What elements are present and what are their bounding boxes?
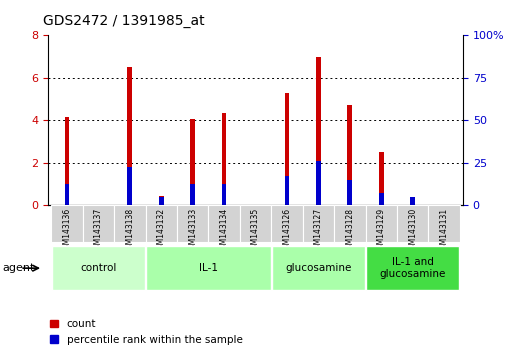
Text: GSM143135: GSM143135	[250, 208, 260, 254]
Text: GSM143128: GSM143128	[344, 208, 354, 254]
Bar	[347, 105, 351, 205]
Text: GSM143136: GSM143136	[62, 208, 71, 254]
Text: GDS2472 / 1391985_at: GDS2472 / 1391985_at	[43, 14, 204, 28]
Bar	[410, 197, 414, 205]
Bar	[302, 205, 333, 242]
Bar	[51, 205, 82, 242]
Bar	[114, 205, 145, 242]
Bar	[271, 205, 302, 242]
Text: GSM143138: GSM143138	[125, 208, 134, 254]
Bar	[333, 205, 365, 242]
Text: GSM143137: GSM143137	[94, 208, 103, 254]
Bar	[271, 246, 364, 290]
Bar	[190, 119, 194, 205]
Bar	[378, 152, 383, 205]
Text: control: control	[80, 263, 116, 273]
Text: GSM143133: GSM143133	[188, 208, 197, 254]
Bar	[221, 113, 226, 205]
Text: glucosamine: glucosamine	[285, 263, 351, 273]
Bar	[145, 205, 177, 242]
Bar	[82, 205, 114, 242]
Bar	[177, 205, 208, 242]
Text: IL-1: IL-1	[198, 263, 218, 273]
Text: GSM143131: GSM143131	[439, 208, 448, 254]
Text: GSM143132: GSM143132	[157, 208, 166, 254]
Bar	[284, 176, 289, 205]
Text: GSM143126: GSM143126	[282, 208, 291, 254]
Text: GSM143130: GSM143130	[408, 208, 416, 254]
Bar	[127, 67, 132, 205]
Bar	[146, 246, 270, 290]
Bar	[366, 246, 459, 290]
Bar	[284, 93, 289, 205]
Bar	[52, 246, 144, 290]
Text: IL-1 and
glucosamine: IL-1 and glucosamine	[379, 257, 445, 279]
Bar	[239, 205, 271, 242]
Text: GSM143127: GSM143127	[313, 208, 322, 254]
Text: GSM143129: GSM143129	[376, 208, 385, 254]
Bar	[378, 193, 383, 205]
Bar	[347, 180, 351, 205]
Bar	[221, 184, 226, 205]
Bar	[65, 184, 69, 205]
Text: GSM143134: GSM143134	[219, 208, 228, 254]
Bar	[127, 167, 132, 205]
Text: agent: agent	[3, 263, 35, 273]
Bar	[159, 196, 163, 205]
Bar	[396, 205, 428, 242]
Bar	[159, 197, 163, 205]
Bar	[65, 117, 69, 205]
Legend: count, percentile rank within the sample: count, percentile rank within the sample	[45, 315, 246, 349]
Bar	[208, 205, 239, 242]
Bar	[410, 199, 414, 205]
Bar	[365, 205, 396, 242]
Bar	[428, 205, 459, 242]
Bar	[316, 57, 320, 205]
Bar	[190, 184, 194, 205]
Bar	[316, 161, 320, 205]
